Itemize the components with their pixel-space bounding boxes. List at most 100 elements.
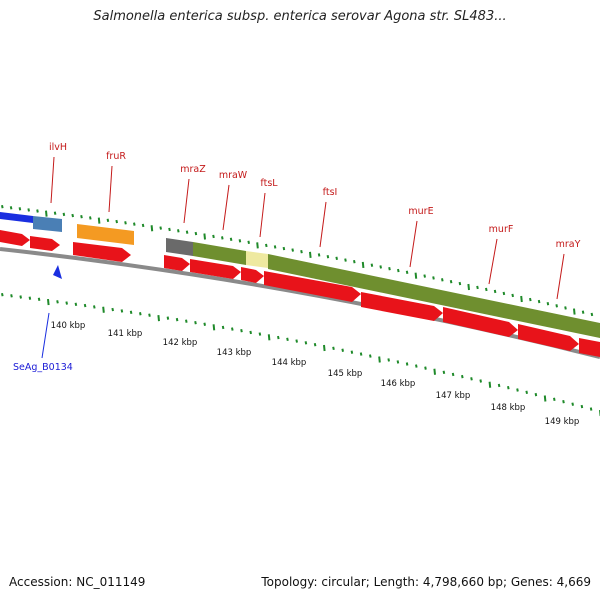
tick-mark xyxy=(18,207,22,211)
tick-mark xyxy=(379,265,382,269)
kbp-tick-label: 143 kbp xyxy=(217,348,252,358)
tick-mark xyxy=(221,236,224,240)
locus-marker: SeAg_B0134 xyxy=(13,265,73,373)
gene-label-ftsL[interactable]: ftsL xyxy=(260,178,278,189)
tick-mark xyxy=(341,348,344,352)
gene-leader-line xyxy=(50,156,55,204)
tick-mark xyxy=(62,212,66,217)
tick-mark xyxy=(141,223,145,228)
gene-label-ilvH[interactable]: ilvH xyxy=(49,142,67,153)
tick-mark xyxy=(309,251,312,258)
tick-mark xyxy=(387,358,390,362)
tick-mark xyxy=(388,267,391,271)
tick-mark xyxy=(415,364,418,368)
tick-mark xyxy=(229,237,233,242)
tick-mark xyxy=(543,395,547,402)
feature-steel[interactable] xyxy=(33,216,62,232)
kbp-tick-label: 149 kbp xyxy=(545,417,580,427)
kbp-tick-label: 142 kbp xyxy=(163,338,198,348)
tick-mark xyxy=(102,306,105,313)
kbp-tick-label: 146 kbp xyxy=(381,379,416,389)
tick-mark xyxy=(361,261,365,269)
cds-arrow[interactable] xyxy=(241,267,264,283)
gene-label-fruR[interactable]: fruR xyxy=(106,151,126,162)
tick-mark xyxy=(1,205,4,209)
feature-olive[interactable] xyxy=(193,242,246,265)
tick-mark xyxy=(488,381,492,388)
tick-mark xyxy=(442,370,446,375)
tick-mark xyxy=(451,372,455,377)
locus-leader-line xyxy=(41,312,50,359)
tick-mark xyxy=(150,225,154,232)
tick-mark xyxy=(159,226,162,230)
cds-arrow[interactable] xyxy=(361,292,443,321)
gene-leader-line xyxy=(183,178,190,224)
tick-mark xyxy=(562,400,565,404)
cds-arrow[interactable] xyxy=(518,324,579,351)
cds-arrow[interactable] xyxy=(190,259,241,279)
tick-mark xyxy=(405,362,409,366)
genome-backbone xyxy=(0,247,600,359)
gene-label-murF[interactable]: murF xyxy=(489,224,514,235)
tick-mark xyxy=(313,342,317,347)
tick-mark xyxy=(80,215,83,219)
tick-mark xyxy=(89,216,92,220)
gene-leader-line xyxy=(222,184,230,231)
kbp-tick-label: 147 kbp xyxy=(436,391,471,401)
feature-yellow[interactable] xyxy=(246,251,268,268)
gene-labels: ilvH fruR mraZ mraW ftsL ftsI murE murF mraY xyxy=(49,142,581,300)
tick-mark xyxy=(175,317,179,322)
locus-label[interactable]: SeAg_B0134 xyxy=(13,362,73,373)
cds-arrow[interactable] xyxy=(579,338,600,357)
tick-mark xyxy=(97,217,101,224)
gene-label-ftsI[interactable]: ftsI xyxy=(323,187,338,198)
tick-mark xyxy=(71,213,74,218)
cds-arrow[interactable] xyxy=(443,307,518,337)
gene-leader-line xyxy=(259,192,266,238)
tick-mark xyxy=(485,287,488,292)
tick-mark xyxy=(581,310,585,314)
gene-label-mraZ[interactable]: mraZ xyxy=(180,164,206,175)
tick-mark xyxy=(424,366,427,370)
cds-arrow[interactable] xyxy=(164,255,190,271)
kbp-tick-label: 144 kbp xyxy=(272,358,307,368)
tick-mark xyxy=(396,360,400,364)
tick-mark xyxy=(589,407,593,411)
feature-gray[interactable] xyxy=(166,238,193,256)
tick-mark xyxy=(467,283,470,291)
tick-mark xyxy=(47,298,50,306)
cds-arrow[interactable] xyxy=(0,230,30,246)
kbp-tick-label: 140 kbp xyxy=(51,321,86,331)
tick-mark xyxy=(553,397,556,402)
feature-blue[interactable] xyxy=(0,212,33,223)
tick-mark xyxy=(520,295,523,303)
cds-arrow[interactable] xyxy=(264,271,361,302)
footer-topology: Topology: circular; Length: 4,798,660 bp… xyxy=(261,575,591,589)
tick-mark xyxy=(83,303,87,308)
tick-mark xyxy=(240,329,243,333)
tick-mark xyxy=(231,327,234,331)
gene-label-mraY[interactable]: mraY xyxy=(556,239,581,250)
tick-mark xyxy=(27,208,30,212)
cds-arrow[interactable] xyxy=(30,236,60,251)
tick-mark xyxy=(194,231,198,236)
tick-mark xyxy=(432,276,435,280)
tick-mark xyxy=(185,230,189,234)
tick-mark xyxy=(534,392,538,397)
tick-mark xyxy=(9,206,13,210)
tick-mark xyxy=(106,218,110,223)
feature-orange[interactable] xyxy=(77,224,134,245)
feature-olive-long[interactable] xyxy=(268,254,600,338)
tick-mark xyxy=(529,297,532,302)
gene-label-murE[interactable]: murE xyxy=(408,206,433,217)
tick-mark xyxy=(458,281,462,286)
tick-mark xyxy=(74,302,78,306)
tick-mark xyxy=(166,316,170,320)
kbp-labels: 140 kbp 141 kbp 142 kbp 143 kbp 144 kbp 145 k… xyxy=(51,321,580,427)
tick-mark xyxy=(502,291,506,296)
gene-label-mraW[interactable]: mraW xyxy=(219,170,248,181)
tick-mark xyxy=(497,383,501,388)
tick-mark xyxy=(546,302,550,306)
cds-arrow[interactable] xyxy=(73,242,131,262)
tick-mark xyxy=(203,322,206,326)
